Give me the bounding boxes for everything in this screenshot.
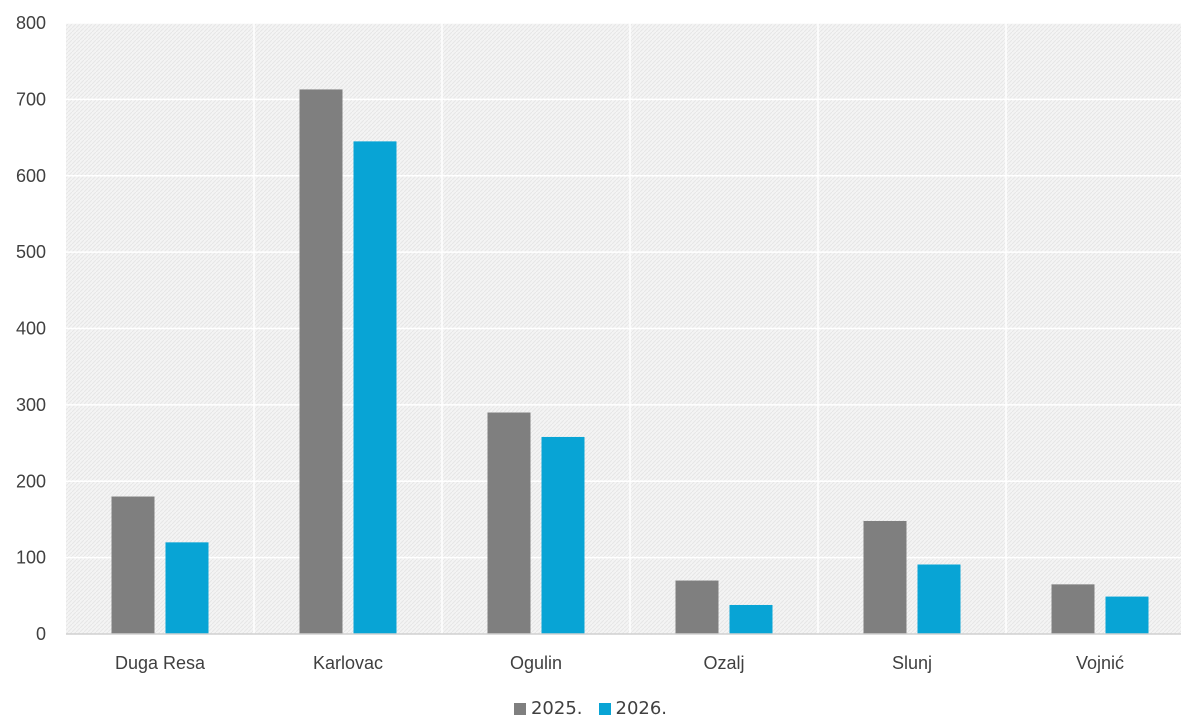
bar-ogulin-2026 xyxy=(541,436,585,634)
legend-item-2025: 2025. xyxy=(513,698,583,719)
bar-ozalj-2026 xyxy=(729,604,773,634)
y-axis-ticks: 0 100 200 300 400 500 600 700 800 xyxy=(16,13,46,644)
bar-ogulin-2025 xyxy=(487,412,531,634)
legend-swatch-2026 xyxy=(598,702,611,715)
x-axis-categories: Duga Resa Karlovac Ogulin Ozalj Slunj Vojnić xyxy=(115,653,1124,673)
x-category-label: Duga Resa xyxy=(115,653,206,673)
x-category-label: Vojnić xyxy=(1076,653,1124,673)
bar-slunj-2025 xyxy=(863,520,907,634)
legend-label-2026: 2026. xyxy=(615,698,668,719)
y-tick-label: 400 xyxy=(16,319,46,339)
bar-duga-resa-2026 xyxy=(165,542,209,634)
y-tick-label: 600 xyxy=(16,166,46,186)
gridlines xyxy=(66,22,1181,634)
legend-item-2026: 2026. xyxy=(598,698,668,719)
bar-vojni--2026 xyxy=(1105,596,1149,634)
y-tick-label: 500 xyxy=(16,242,46,262)
x-category-label: Slunj xyxy=(892,653,932,673)
x-category-label: Ogulin xyxy=(510,653,562,673)
bar-vojni--2025 xyxy=(1051,584,1095,634)
legend-label-2025: 2025. xyxy=(530,698,583,719)
y-tick-label: 0 xyxy=(36,624,46,644)
x-category-label: Karlovac xyxy=(313,653,383,673)
x-category-label: Ozalj xyxy=(703,653,744,673)
bar-slunj-2026 xyxy=(917,564,961,634)
y-tick-label: 100 xyxy=(16,548,46,568)
y-tick-label: 700 xyxy=(16,89,46,109)
bar-ozalj-2025 xyxy=(675,580,719,634)
legend-swatch-2025 xyxy=(513,702,526,715)
bar-duga-resa-2025 xyxy=(111,496,155,634)
y-tick-label: 200 xyxy=(16,471,46,491)
bar-karlovac-2026 xyxy=(353,141,397,634)
legend: 2025. 2026. xyxy=(0,698,1181,719)
y-tick-label: 300 xyxy=(16,395,46,415)
bar-karlovac-2025 xyxy=(299,89,343,635)
bars xyxy=(111,89,1149,635)
y-tick-label: 800 xyxy=(16,13,46,33)
